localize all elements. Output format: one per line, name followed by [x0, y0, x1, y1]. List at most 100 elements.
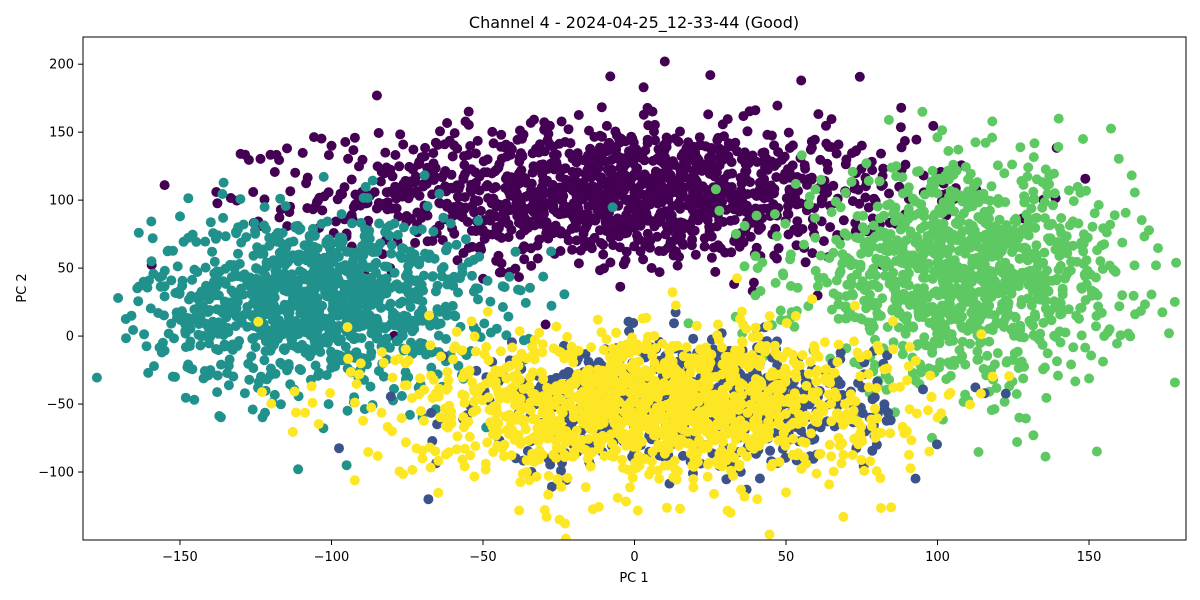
- scatter-point: [1078, 246, 1089, 257]
- scatter-point: [894, 307, 905, 318]
- scatter-point: [288, 293, 298, 304]
- scatter-point: [326, 362, 337, 373]
- scatter-point: [384, 342, 395, 353]
- scatter-point: [426, 370, 436, 381]
- scatter-point: [690, 156, 701, 167]
- scatter-point: [1056, 308, 1067, 319]
- scatter-point: [1014, 253, 1025, 264]
- scatter-point: [440, 403, 450, 414]
- scatter-point: [878, 163, 889, 174]
- scatter-point: [317, 205, 328, 216]
- scatter-point: [283, 257, 293, 267]
- scatter-point: [440, 181, 451, 192]
- scatter-point: [212, 387, 223, 398]
- scatter-point: [418, 285, 429, 296]
- scatter-point: [213, 277, 224, 288]
- scatter-point: [1012, 437, 1023, 447]
- scatter-point: [1011, 389, 1022, 399]
- scatter-point: [712, 330, 723, 341]
- scatter-point: [214, 411, 225, 421]
- scatter-point: [1042, 265, 1052, 276]
- scatter-point: [212, 198, 223, 209]
- scatter-point: [139, 329, 150, 340]
- scatter-point: [497, 302, 508, 312]
- scatter-point: [394, 161, 405, 172]
- scatter-point: [614, 231, 625, 242]
- scatter-point: [502, 202, 513, 213]
- scatter-point: [737, 336, 748, 347]
- scatter-point: [815, 154, 826, 165]
- scatter-point: [362, 193, 373, 203]
- scatter-point: [340, 137, 351, 147]
- scatter-point: [958, 208, 969, 219]
- scatter-point: [882, 200, 893, 211]
- scatter-point: [269, 389, 280, 400]
- scatter-point: [146, 216, 157, 227]
- scatter-point: [449, 128, 460, 139]
- scatter-point: [349, 132, 360, 143]
- scatter-point: [951, 287, 962, 298]
- point-layer: [91, 56, 1182, 540]
- scatter-point: [822, 277, 833, 288]
- scatter-point: [477, 395, 488, 406]
- scatter-point: [385, 220, 395, 231]
- scatter-point: [395, 185, 406, 196]
- scatter-point: [341, 460, 352, 471]
- scatter-point: [732, 192, 743, 203]
- scatter-point: [586, 342, 597, 353]
- scatter-point: [213, 328, 224, 339]
- scatter-point: [1040, 295, 1051, 306]
- scatter-point: [828, 247, 839, 258]
- scatter-point: [753, 224, 764, 235]
- scatter-point: [1128, 290, 1139, 301]
- scatter-point: [688, 333, 699, 344]
- scatter-point: [994, 263, 1005, 274]
- scatter-point: [403, 372, 414, 383]
- scatter-point: [371, 90, 382, 101]
- scatter-point: [992, 348, 1003, 359]
- scatter-point: [788, 433, 798, 444]
- scatter-point: [648, 183, 659, 194]
- scatter-point: [1029, 194, 1040, 205]
- scatter-point: [301, 327, 312, 338]
- scatter-point: [444, 135, 455, 146]
- scatter-point: [558, 369, 569, 380]
- scatter-point: [765, 445, 776, 456]
- scatter-point: [466, 186, 477, 197]
- scatter-point: [884, 278, 895, 289]
- scatter-point: [1144, 225, 1154, 236]
- scatter-point: [172, 261, 183, 272]
- scatter-point: [918, 245, 929, 256]
- scatter-point: [473, 196, 484, 206]
- scatter-point: [497, 281, 508, 292]
- scatter-point: [633, 234, 643, 245]
- scatter-point: [533, 147, 544, 158]
- scatter-point: [457, 389, 468, 400]
- scatter-point: [300, 250, 311, 261]
- scatter-point: [401, 211, 412, 221]
- scatter-point: [771, 172, 782, 183]
- scatter-point: [573, 258, 584, 269]
- scatter-point: [243, 154, 254, 165]
- scatter-point: [780, 218, 791, 229]
- scatter-point: [658, 157, 669, 168]
- scatter-point: [259, 194, 270, 205]
- scatter-point: [378, 199, 388, 209]
- scatter-point: [849, 312, 860, 323]
- scatter-point: [487, 126, 498, 137]
- scatter-point: [890, 216, 900, 227]
- scatter-point: [396, 253, 407, 263]
- scatter-point: [405, 176, 416, 187]
- scatter-point: [1114, 301, 1125, 312]
- scatter-point: [376, 166, 387, 177]
- scatter-point: [387, 171, 398, 182]
- scatter-point: [934, 313, 945, 324]
- scatter-point: [192, 267, 203, 277]
- scatter-point: [597, 131, 607, 142]
- scatter-point: [220, 231, 231, 242]
- scatter-point: [876, 503, 886, 513]
- scatter-point: [706, 143, 717, 154]
- scatter-point: [737, 175, 748, 186]
- scatter-point: [879, 399, 890, 410]
- scatter-point: [741, 323, 752, 334]
